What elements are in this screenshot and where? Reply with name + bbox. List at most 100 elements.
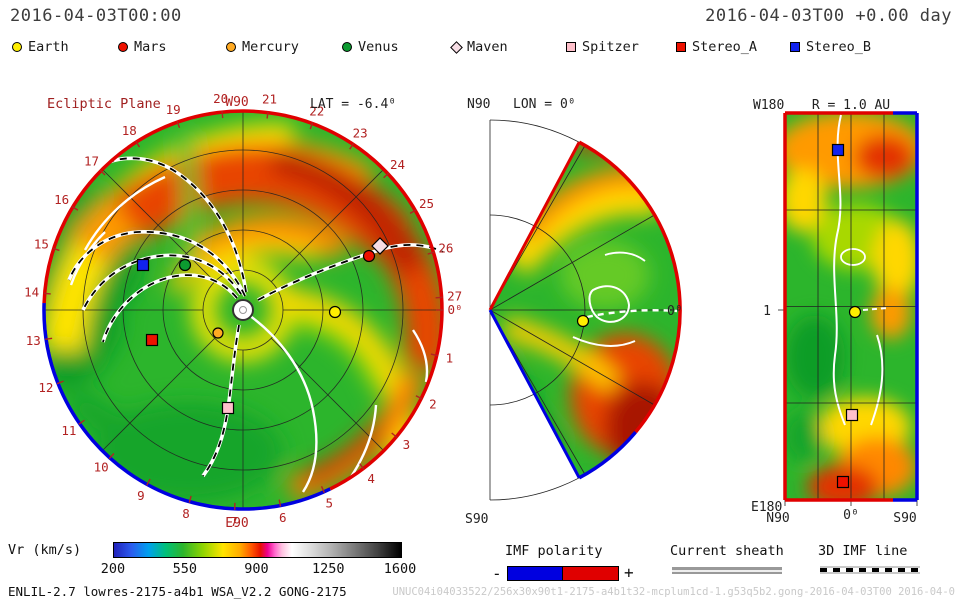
wedge-arc-positive	[578, 140, 682, 434]
ecliptic-tick-label: 8	[182, 506, 190, 521]
radial-e180-label: E180	[751, 500, 782, 515]
timestamp-right: 2016-04-03T00 +0.00 day	[705, 6, 952, 26]
spitzer-marker	[221, 401, 235, 415]
radial-w180-label: W180	[753, 98, 784, 113]
ecliptic-tick-label: 23	[353, 125, 368, 140]
spitzer-marker-radial	[845, 408, 859, 422]
legend-label: Venus	[358, 39, 399, 55]
radial-border	[783, 111, 919, 502]
ecliptic-tick-mark	[391, 432, 398, 439]
legend-item-mercury: Mercury	[226, 39, 299, 55]
legend-item-stereo-a: Stereo_A	[676, 39, 757, 55]
legend-item-earth: Earth	[12, 39, 69, 55]
imf-3d-lines	[67, 156, 444, 478]
ecliptic-tick-mark	[56, 380, 64, 385]
ecliptic-markers	[136, 237, 389, 415]
ecliptic-tick-mark	[221, 111, 224, 119]
ecliptic-tick-mark	[99, 169, 106, 176]
outer-boundary-positive-polarity	[42, 109, 444, 491]
ecliptic-tick-label: 25	[419, 196, 434, 211]
imf-negative-swatch	[507, 566, 563, 581]
meridional-s90-label: S90	[465, 512, 488, 527]
ecliptic-tick-label: 7	[230, 514, 238, 529]
legend-label: Stereo_A	[692, 39, 758, 55]
mars-marker	[362, 249, 376, 263]
maven-marker	[371, 237, 389, 255]
radial-markers	[831, 143, 862, 489]
radial-r-tick: 1	[763, 304, 771, 319]
wedge-arc-negative	[578, 430, 637, 480]
maven-marker-icon	[450, 40, 463, 54]
model-info: ENLIL-2.7 lowres-2175-a4b1 WSA_V2.2 GONG…	[8, 584, 347, 599]
legend-label: Mars	[134, 39, 167, 55]
current-sheath-label: Current sheath	[670, 543, 784, 559]
ecliptic-tick-label: 21	[262, 92, 277, 107]
ecliptic-tick-mark	[146, 478, 151, 486]
radial-contours	[832, 114, 884, 426]
meridional-lon-label: LON = 0⁰	[513, 97, 576, 112]
ecliptic-tick-label: 24	[390, 157, 405, 172]
wedge-north-boundary	[488, 141, 581, 311]
ecliptic-tick-mark	[383, 172, 390, 179]
radial-xtick-n90: N90	[766, 511, 789, 526]
legend-item-stereo-b: Stereo_B	[790, 39, 871, 55]
colorbar-tick-200: 200	[100, 561, 126, 577]
legend-item-maven: Maven	[450, 39, 508, 55]
earth-marker-meridional	[576, 314, 590, 328]
ecliptic-tick-mark	[43, 292, 51, 295]
ecliptic-lat-label: LAT = -6.4⁰	[310, 97, 396, 112]
colorbar-gradient	[113, 542, 402, 558]
stereo-a-marker-icon	[676, 42, 686, 52]
ecliptic-tick-label: 26	[438, 241, 453, 256]
ecliptic-tick-mark	[415, 395, 423, 400]
stereo-a-marker-radial	[836, 475, 850, 489]
ecliptic-tick-mark	[52, 247, 60, 252]
ecliptic-tick-label: 4	[367, 471, 375, 486]
ecliptic-tick-mark	[349, 143, 355, 150]
radial-shell-panel: W180 R = 1.0 AU E180 N90 0⁰ S90 1	[751, 98, 919, 526]
meridional-plane-panel: N90 LON = 0⁰ S90 0⁰	[465, 97, 683, 527]
ecliptic-tick-mark	[320, 486, 326, 493]
ecliptic-tick-label: 18	[122, 123, 137, 138]
stereo-b-marker-radial	[831, 143, 845, 157]
current-sheath-sample	[672, 567, 782, 574]
imf-positive-swatch	[562, 566, 619, 581]
stereo-a-marker	[145, 333, 159, 347]
ecliptic-w90-label: W90	[225, 95, 248, 110]
ecliptic-tick-label: 13	[26, 333, 41, 348]
ecliptic-tick-mark	[435, 296, 443, 299]
legend-label: Maven	[467, 39, 508, 55]
ecliptic-tick-label: 15	[34, 237, 49, 252]
imf-polarity-label: IMF polarity	[505, 543, 603, 559]
colorbar-label: Vr (km/s)	[8, 542, 82, 558]
ecliptic-tick-label: 10	[94, 460, 109, 475]
stereo-b-marker	[136, 258, 150, 272]
ecliptic-e90-label: E90	[225, 516, 248, 531]
legend-label: Mercury	[242, 39, 299, 55]
outer-boundary-negative-polarity	[42, 303, 331, 511]
radial-xtick-s90: S90	[893, 511, 916, 526]
ecliptic-tick-label: 14	[24, 284, 39, 299]
ecliptic-tick-label: 19	[166, 102, 181, 117]
ecliptic-tick-label: 16	[54, 192, 69, 207]
ecliptic-tick-label: 12	[38, 380, 53, 395]
legend-item-spitzer: Spitzer	[566, 39, 639, 55]
ecliptic-tick-mark	[45, 337, 53, 340]
watermark-text: UNUC04i04033522/256x30x90t1-2175-a4b1t32…	[392, 586, 955, 598]
radial-xtick-zero: 0⁰	[843, 508, 859, 523]
ecliptic-tick-mark	[176, 120, 181, 129]
sun-marker-core	[239, 306, 247, 314]
ecliptic-tick-mark	[78, 419, 85, 425]
meridional-zero-label: 0⁰	[667, 304, 683, 319]
ecliptic-tick-mark	[266, 111, 269, 119]
current-sheet-lines	[69, 175, 429, 501]
spitzer-marker-icon	[566, 42, 576, 52]
ecliptic-tick-mark	[359, 463, 365, 470]
radial-title: R = 1.0 AU	[812, 98, 890, 113]
ecliptic-tick-mark	[71, 205, 79, 211]
meridional-n90-label: N90	[467, 97, 490, 112]
ecliptic-tick-label: 20	[213, 91, 228, 106]
legend-label: Spitzer	[582, 39, 639, 55]
